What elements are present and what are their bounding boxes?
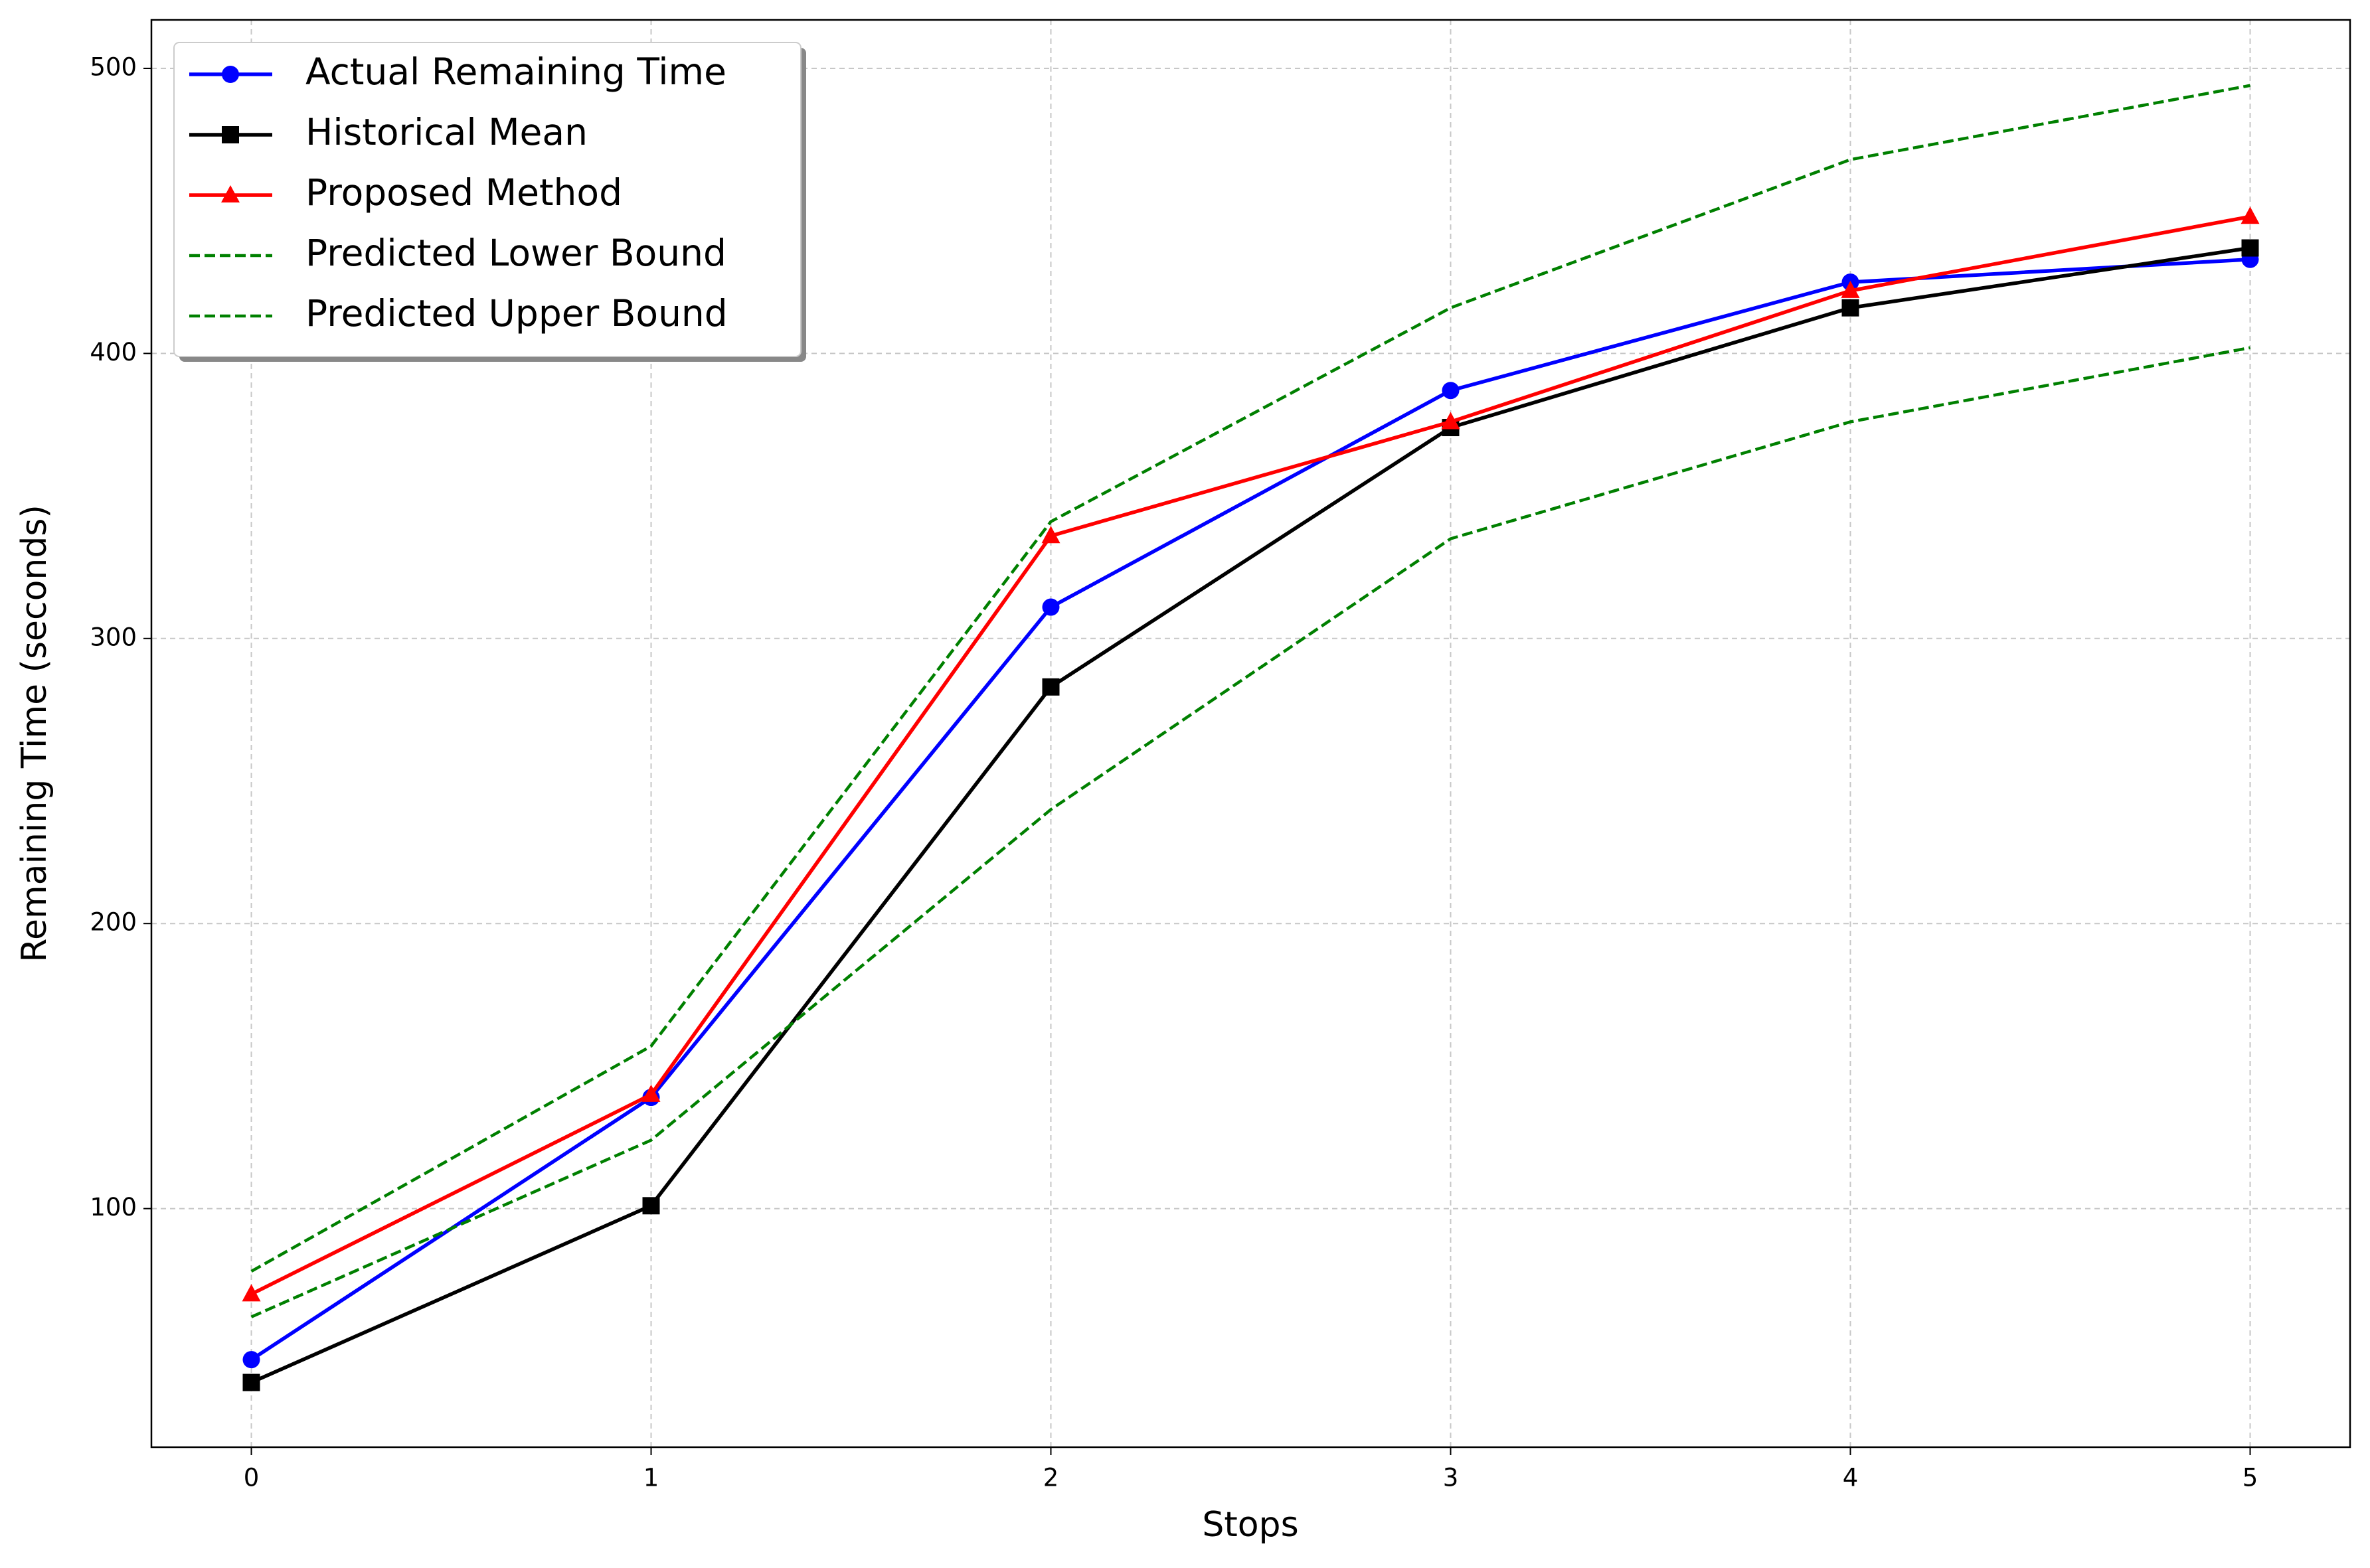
y-tick-label: 200 bbox=[90, 908, 137, 937]
legend-label: Historical Mean bbox=[305, 111, 588, 153]
marker bbox=[242, 1351, 260, 1369]
x-tick-label: 3 bbox=[1443, 1464, 1459, 1492]
series-line bbox=[250, 246, 2250, 1385]
marker bbox=[1441, 412, 1460, 430]
legend-label: Actual Remaining Time bbox=[305, 50, 726, 93]
marker bbox=[642, 1197, 660, 1215]
series-line bbox=[250, 84, 2250, 1273]
series-line bbox=[250, 214, 2251, 1296]
x-axis-label: Stops bbox=[1202, 1505, 1298, 1545]
marker bbox=[1442, 382, 1460, 400]
marker bbox=[641, 1084, 661, 1102]
marker bbox=[1841, 299, 1859, 317]
legend-label: Predicted Lower Bound bbox=[305, 232, 726, 274]
y-axis-label: Remaining Time (seconds) bbox=[15, 505, 54, 963]
plot-frame bbox=[150, 19, 2351, 1449]
marker bbox=[2241, 206, 2260, 224]
x-tick-label: 0 bbox=[244, 1464, 260, 1492]
x-tick-label: 2 bbox=[1043, 1464, 1059, 1492]
legend-marker bbox=[221, 185, 240, 202]
y-tick-label: 100 bbox=[90, 1193, 137, 1221]
series-line bbox=[250, 346, 2250, 1318]
marker bbox=[1041, 526, 1060, 544]
x-tick-label: 5 bbox=[2243, 1464, 2258, 1492]
y-tick-label: 400 bbox=[90, 338, 137, 366]
marker bbox=[1042, 678, 1060, 696]
legend-marker bbox=[222, 126, 239, 143]
legend-label: Proposed Method bbox=[305, 171, 622, 214]
x-tick-label: 1 bbox=[643, 1464, 659, 1492]
marker bbox=[1042, 598, 1060, 616]
legend-box bbox=[173, 42, 802, 357]
legend-marker bbox=[222, 66, 239, 83]
x-tick-label: 4 bbox=[1843, 1464, 1859, 1492]
y-tick-label: 300 bbox=[90, 623, 137, 651]
y-tick-label: 500 bbox=[90, 52, 137, 81]
legend-label: Predicted Upper Bound bbox=[305, 292, 728, 335]
marker bbox=[2241, 239, 2259, 257]
marker bbox=[1841, 280, 1860, 298]
marker bbox=[242, 1284, 261, 1302]
marker bbox=[242, 1373, 260, 1391]
